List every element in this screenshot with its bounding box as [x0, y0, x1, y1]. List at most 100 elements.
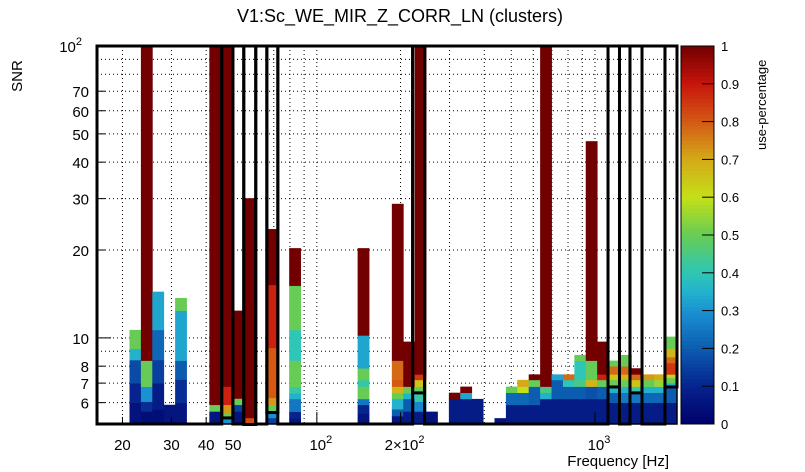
y-tick-label-base: 8 — [81, 359, 89, 376]
x-tick-label-base: 40 — [198, 437, 215, 454]
x-tick-label-base: 2×10 — [385, 437, 419, 454]
colorbar-segment — [681, 117, 714, 123]
colorbar-segment — [681, 102, 714, 107]
heatmap-cell — [152, 383, 165, 410]
colorbar-segment — [681, 189, 714, 194]
heatmap-cell — [357, 368, 370, 381]
heatmap-cell — [540, 398, 552, 425]
heatmap-cell — [631, 402, 644, 425]
colorbar-segment — [681, 276, 714, 281]
colorbar-tick-label: 0.2 — [721, 341, 739, 356]
heatmap-cell — [608, 374, 621, 381]
y-tick-label: 102 — [59, 36, 82, 56]
heatmap-cell — [163, 404, 176, 425]
heatmap-cell — [471, 398, 484, 425]
x-tick-label: 2×102 — [385, 434, 425, 454]
heatmap-cell — [266, 412, 279, 419]
colorbar-tick-label: 0.8 — [721, 115, 739, 130]
colorbar-segment — [681, 140, 714, 145]
colorbar-tick-label: 0.5 — [721, 228, 739, 243]
heatmap-cell — [654, 402, 666, 425]
heatmap-cell — [152, 409, 165, 425]
colorbar-tick-label: 0.1 — [721, 379, 739, 394]
veto-box — [663, 44, 679, 389]
colorbar-tick-label: 0.6 — [721, 190, 739, 205]
heatmap-cell — [665, 348, 678, 358]
colorbar-segment — [681, 367, 714, 372]
x-tick-label: 50 — [225, 437, 242, 454]
heatmap-cell — [608, 360, 621, 367]
colorbar-segment — [681, 174, 714, 179]
y-tick-label: 10 — [72, 331, 89, 348]
colorbar-segment — [681, 76, 714, 81]
colorbar-segment — [681, 121, 714, 126]
heatmap-cell — [619, 392, 632, 403]
colorbar-segment — [681, 355, 714, 361]
x-tick-label-base: 50 — [225, 437, 242, 454]
heatmap-cell — [551, 374, 564, 381]
heatmap-cell — [243, 417, 256, 425]
heatmap-cell — [597, 374, 609, 381]
colorbar-segment — [681, 318, 714, 323]
heatmap-cell — [220, 46, 233, 387]
heatmap-cell — [528, 379, 541, 387]
colorbar-segment — [681, 348, 714, 353]
heatmap-cell — [540, 386, 552, 393]
heatmap-cell — [266, 229, 279, 286]
heatmap-cell — [642, 392, 655, 403]
colorbar-segment — [681, 382, 714, 387]
heatmap-cell — [665, 357, 678, 364]
heatmap-cell — [574, 360, 587, 381]
colorbar-segment — [681, 182, 714, 187]
y-tick-label-base: 50 — [72, 127, 89, 144]
colorbar-segment — [681, 344, 714, 349]
heatmap-cell — [220, 386, 233, 406]
colorbar-segment — [681, 83, 714, 89]
heatmap-cell — [426, 411, 438, 425]
x-tick-label: 103 — [588, 434, 611, 454]
heatmap-cell — [129, 348, 142, 361]
chart-title: V1:Sc_WE_MIR_Z_CORR_LN (clusters) — [237, 6, 563, 27]
x-tick-label: 20 — [114, 437, 131, 454]
colorbar-segment — [681, 310, 714, 315]
colorbar-segment — [681, 106, 714, 111]
colorbar-segment — [681, 114, 714, 119]
heatmap-cell — [209, 46, 222, 406]
plot-frame — [96, 45, 678, 425]
heatmap-cell — [289, 285, 301, 331]
heatmap-cell — [631, 392, 644, 403]
colorbar-segment — [681, 216, 714, 221]
colorbar-segment — [681, 64, 714, 70]
x-axis-label: Frequency [Hz] — [567, 453, 669, 470]
heatmap-cell — [391, 379, 404, 387]
heatmap-cell — [414, 46, 427, 375]
heatmap-cell — [597, 398, 609, 425]
heatmap-cell — [551, 379, 564, 400]
heatmap-cell — [597, 341, 609, 375]
x-tick-label-exponent: 3 — [604, 434, 610, 446]
heatmap-cell — [129, 383, 142, 403]
colorbar-segment — [681, 412, 714, 417]
colorbar-segment — [681, 314, 714, 319]
colorbar-segment — [681, 95, 714, 100]
colorbar-segment — [681, 129, 714, 134]
heatmap-cell — [391, 360, 404, 381]
colorbar-segment — [681, 299, 714, 304]
heatmap-cell — [403, 393, 416, 400]
colorbar-segment — [681, 389, 714, 395]
colorbar-segment — [681, 257, 714, 262]
heatmap-cell — [414, 393, 427, 402]
colorbar-segment — [681, 223, 714, 228]
heatmap-cell — [562, 386, 575, 400]
colorbar-segment — [681, 212, 714, 217]
heatmap-cell — [460, 392, 473, 400]
y-tick-label: 40 — [72, 155, 89, 172]
colorbar-segment — [681, 87, 714, 92]
colorbar-segment — [681, 110, 714, 115]
colorbar-segment — [681, 57, 714, 62]
heatmap-cell — [562, 398, 575, 425]
colorbar-segment — [681, 287, 714, 293]
x-tick-label-base: 10 — [309, 437, 326, 454]
heatmap-cell — [585, 360, 598, 381]
colorbar-segment — [681, 193, 714, 198]
